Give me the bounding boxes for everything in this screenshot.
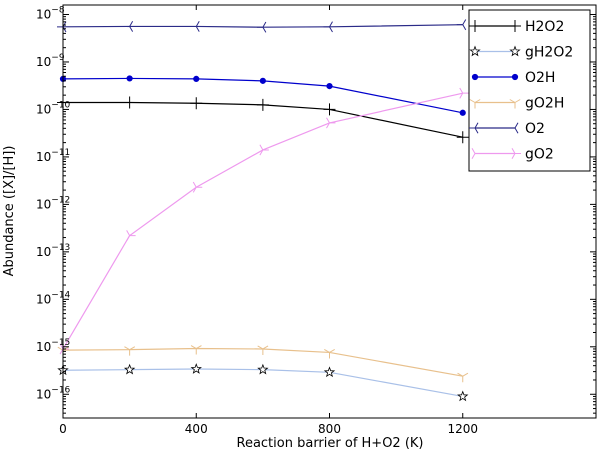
data-point	[457, 390, 469, 402]
data-point	[456, 19, 467, 31]
data-point	[457, 372, 469, 383]
legend-entry-gO2H: gO2H	[469, 96, 564, 112]
series-gO2H	[57, 345, 469, 383]
legend-marker	[471, 148, 481, 159]
legend-label: gO2	[525, 147, 554, 163]
legend-entry-gH2O2: gH2O2	[469, 45, 573, 61]
data-point	[257, 345, 269, 355]
data-point	[123, 20, 134, 32]
data-point	[193, 75, 200, 82]
series-line	[62, 77, 463, 114]
x-tick-label: 0	[59, 422, 67, 436]
data-point	[126, 230, 136, 242]
data-point	[323, 366, 336, 378]
data-point	[259, 77, 266, 84]
data-point	[323, 103, 336, 116]
x-tick-label: 800	[318, 422, 341, 436]
series-O2	[56, 19, 467, 33]
data-point	[456, 131, 469, 144]
legend-marker	[471, 73, 479, 81]
data-point	[326, 117, 336, 129]
data-point	[190, 21, 200, 32]
legend-marker	[509, 122, 519, 134]
legend-entry-O2H: O2H	[471, 70, 555, 86]
legend-box	[468, 9, 591, 172]
x-axis-label: Reaction barrier of H+O2 (K)	[237, 436, 424, 451]
data-point	[123, 363, 136, 375]
data-point	[190, 97, 203, 110]
legend-label: O2H	[525, 70, 555, 86]
data-point	[192, 181, 203, 193]
legend-marker	[469, 99, 481, 109]
legend-marker	[469, 122, 479, 134]
data-point	[123, 96, 136, 109]
data-point	[126, 75, 133, 82]
data-point	[124, 346, 136, 356]
x-tick-label: 400	[185, 422, 208, 436]
legend: H2O2 gH2O2 O2H gO2H O2 gO2	[468, 9, 591, 172]
data-point	[459, 87, 469, 99]
series-line	[62, 24, 463, 28]
data-point	[323, 21, 333, 33]
data-point	[324, 349, 335, 359]
legend-label: gH2O2	[525, 45, 573, 61]
legend-marker	[469, 20, 481, 32]
series-line	[63, 101, 463, 138]
legend-entry-gO2: gO2	[471, 147, 554, 163]
series-line	[62, 347, 463, 377]
legend-label: O2	[525, 121, 545, 137]
data-point	[190, 345, 202, 355]
x-tick-label: 1200	[447, 422, 478, 436]
data-point	[259, 144, 269, 156]
legend-marker	[509, 20, 521, 32]
legend-label: gO2H	[525, 96, 564, 112]
legend-label: H2O2	[525, 19, 564, 35]
data-point	[257, 363, 269, 375]
series-line	[62, 368, 463, 398]
data-point	[459, 109, 466, 116]
series-gH2O2	[57, 363, 469, 402]
legend-marker	[509, 45, 521, 57]
data-point	[326, 83, 333, 90]
legend-marker	[469, 45, 481, 57]
series-layer	[56, 19, 469, 402]
data-point	[256, 21, 267, 33]
legend-entry-H2O2: H2O2	[469, 19, 564, 35]
legend-marker	[509, 99, 521, 109]
y-tick-label: 10−8	[36, 5, 65, 21]
legend-entry-O2: O2	[469, 121, 545, 137]
series-line	[62, 92, 463, 350]
legend-marker	[511, 73, 519, 81]
data-point	[190, 363, 202, 374]
data-point	[256, 98, 269, 111]
y-tick-label: 10−9	[36, 53, 65, 69]
y-axis-label: Abundance ([X]/[H])	[2, 146, 17, 277]
legend-marker	[511, 148, 521, 159]
